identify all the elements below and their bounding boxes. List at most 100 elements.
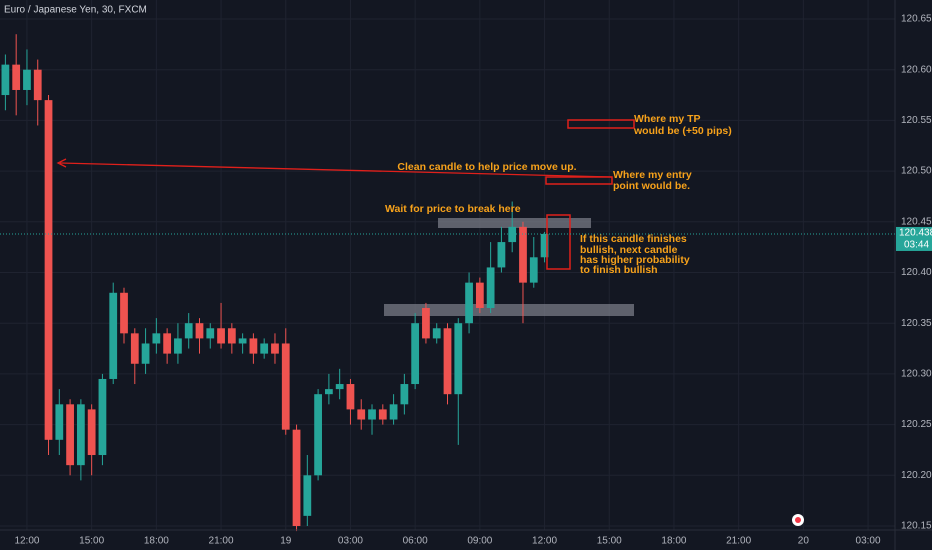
candle-body bbox=[44, 100, 53, 440]
last-price-label: 120.438 bbox=[899, 228, 932, 239]
candle-body bbox=[98, 378, 107, 456]
candle-body bbox=[454, 323, 463, 395]
candle-body bbox=[303, 475, 312, 516]
candle-body bbox=[195, 323, 204, 339]
x-tick-label: 03:00 bbox=[338, 536, 363, 547]
candle-body bbox=[519, 226, 527, 283]
candle-body bbox=[260, 343, 269, 354]
candle-body bbox=[55, 404, 64, 440]
candle-body bbox=[346, 384, 355, 410]
y-tick-label: 120.450 bbox=[901, 216, 932, 227]
candle-body bbox=[152, 333, 161, 344]
tp-box bbox=[567, 119, 635, 129]
x-tick-label: 20 bbox=[798, 536, 810, 547]
x-tick-label: 18:00 bbox=[144, 536, 169, 547]
annotation-text: would be (+50 pips) bbox=[633, 125, 732, 137]
annotation-shapes bbox=[384, 218, 634, 316]
candle-body bbox=[238, 338, 247, 344]
y-tick-label: 120.200 bbox=[901, 470, 932, 481]
support-zone bbox=[384, 304, 634, 316]
candles bbox=[1, 34, 549, 532]
candle-body bbox=[33, 69, 42, 101]
candle-body bbox=[465, 282, 473, 324]
candle-body bbox=[184, 323, 193, 339]
candle-body bbox=[130, 333, 139, 364]
x-tick-label: 18:00 bbox=[661, 536, 686, 547]
candle-body bbox=[217, 328, 225, 344]
last-price-box bbox=[896, 226, 932, 251]
candle-body bbox=[271, 343, 279, 354]
candle-body bbox=[400, 384, 409, 405]
annotation-text: Wait for price to break here bbox=[385, 203, 521, 215]
candle-body bbox=[475, 282, 484, 308]
candle-body bbox=[292, 429, 301, 526]
candle-body bbox=[432, 328, 441, 339]
chart-title: Euro / Japanese Yen, 30, FXCM bbox=[4, 5, 147, 16]
countdown-label: 03:44 bbox=[904, 240, 929, 251]
y-tick-label: 120.250 bbox=[901, 419, 932, 430]
candle-body bbox=[281, 343, 290, 430]
candle-body bbox=[109, 292, 118, 379]
x-tick-label: 06:00 bbox=[403, 536, 428, 547]
candle-body bbox=[411, 323, 420, 385]
annotation-overlay bbox=[56, 119, 635, 270]
annotation-text: to finish bullish bbox=[580, 264, 658, 276]
candle-body bbox=[443, 328, 452, 395]
entry-box bbox=[545, 176, 613, 185]
candle-body bbox=[422, 307, 430, 339]
y-tick-label: 120.150 bbox=[901, 521, 932, 532]
candle-body bbox=[141, 343, 150, 364]
annotation-text: point would be. bbox=[613, 180, 690, 192]
y-tick-label: 120.650 bbox=[901, 14, 932, 25]
annotation-text: Where my entry bbox=[613, 169, 692, 181]
candle-body bbox=[163, 333, 172, 354]
replay-icon bbox=[792, 514, 804, 526]
candle-body bbox=[357, 409, 366, 420]
candle-body bbox=[249, 338, 258, 354]
candle-body bbox=[486, 267, 495, 308]
candle-body bbox=[540, 233, 549, 258]
x-tick-label: 12:00 bbox=[532, 536, 557, 547]
y-tick-label: 120.350 bbox=[901, 318, 932, 329]
annotation-text: Where my TP bbox=[634, 113, 701, 125]
x-tick-label: 15:00 bbox=[597, 536, 622, 547]
candle-body bbox=[314, 394, 322, 476]
candle-body bbox=[227, 328, 236, 344]
candle-body bbox=[529, 257, 538, 283]
candle-body bbox=[508, 226, 517, 243]
candle-body bbox=[1, 64, 10, 96]
candle-body bbox=[389, 404, 398, 420]
x-tick-label: 09:00 bbox=[467, 536, 492, 547]
annotation-text: Clean candle to help price move up. bbox=[397, 161, 576, 173]
candle-body bbox=[66, 404, 74, 466]
x-tick-label: 21:00 bbox=[726, 536, 751, 547]
y-tick-label: 120.550 bbox=[901, 115, 932, 126]
candle-body bbox=[497, 242, 506, 268]
candle-body bbox=[325, 389, 333, 395]
candle-body bbox=[12, 64, 21, 90]
y-tick-label: 120.300 bbox=[901, 369, 932, 380]
resistance-zone bbox=[438, 218, 591, 228]
candle-body bbox=[335, 384, 344, 390]
candle-body bbox=[378, 409, 387, 420]
candle-body bbox=[174, 338, 182, 354]
y-tick-label: 120.600 bbox=[901, 64, 932, 75]
candle-body bbox=[87, 409, 96, 456]
x-tick-label: 21:00 bbox=[209, 536, 234, 547]
y-tick-label: 120.400 bbox=[901, 267, 932, 278]
x-tick-label: 03:00 bbox=[856, 536, 881, 547]
y-tick-label: 120.500 bbox=[901, 166, 932, 177]
annotation-text: has higher probability bbox=[580, 254, 690, 266]
candle-box bbox=[546, 214, 571, 270]
candle-body bbox=[23, 69, 31, 90]
x-tick-label: 15:00 bbox=[79, 536, 104, 547]
candle-body bbox=[368, 409, 376, 420]
candle-body bbox=[76, 404, 85, 466]
x-tick-label: 19 bbox=[280, 536, 292, 547]
candle-body bbox=[206, 328, 215, 339]
arrow-line bbox=[59, 162, 613, 178]
candle-body bbox=[120, 292, 128, 334]
x-tick-label: 12:00 bbox=[14, 536, 39, 547]
annotation-text: bullish, next candle bbox=[580, 244, 678, 256]
